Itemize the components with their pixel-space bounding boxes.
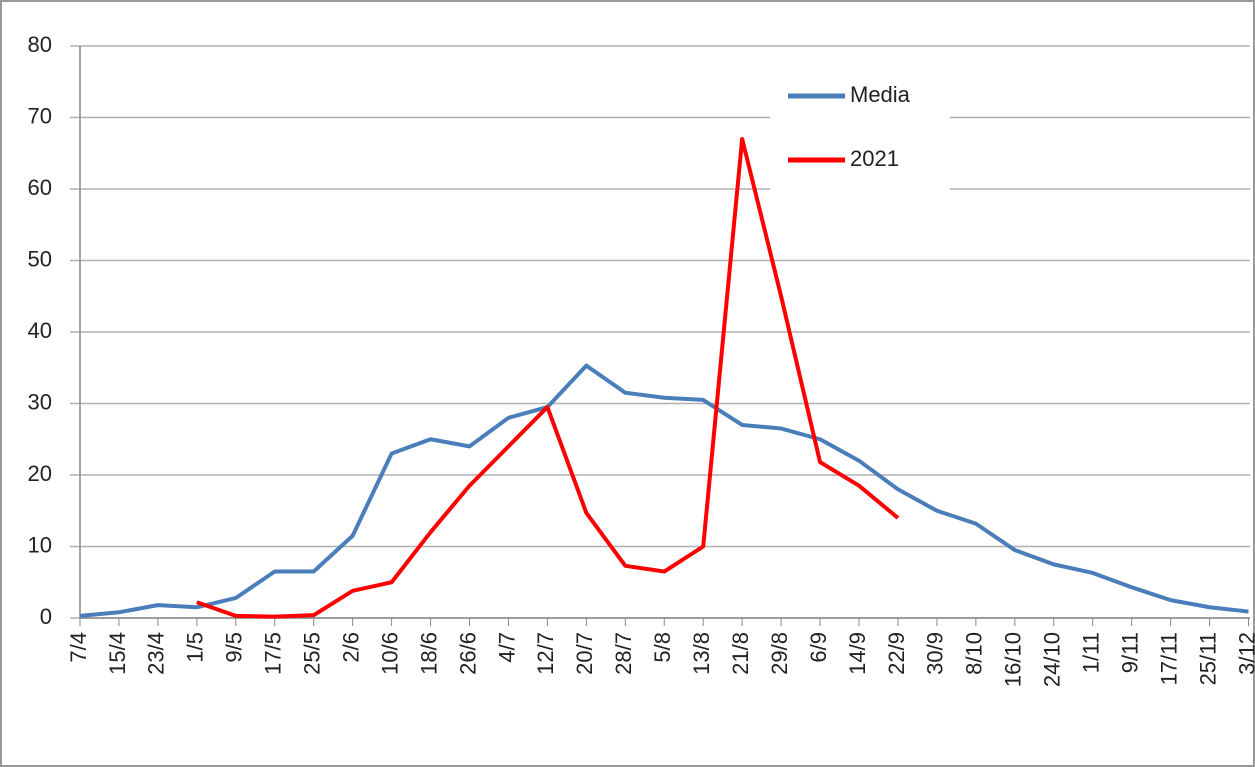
legend-box: [770, 70, 950, 200]
x-tick-label: 3/12: [1234, 632, 1255, 675]
x-tick-label: 29/8: [767, 632, 792, 675]
x-tick-label: 17/5: [261, 632, 286, 675]
x-tick-label: 25/11: [1195, 632, 1220, 685]
x-tick-label: 8/10: [962, 632, 987, 675]
legend-label: Media: [850, 82, 911, 107]
series-line: [196, 136, 900, 619]
x-tick-label: 5/8: [650, 632, 675, 663]
x-tick-label: 12/7: [533, 632, 558, 675]
x-tick-label: 7/4: [66, 632, 91, 663]
y-tick-label: 80: [28, 32, 52, 57]
x-tick-label: 1/11: [1079, 632, 1104, 673]
x-tick-label: 26/6: [455, 632, 480, 675]
x-tick-label: 9/11: [1117, 632, 1142, 673]
y-tick-label: 60: [28, 175, 52, 200]
x-tick-label: 4/7: [494, 632, 519, 663]
x-tick-label: 2/6: [338, 632, 363, 663]
x-tick-label: 6/9: [806, 632, 831, 663]
x-tick-label: 13/8: [689, 632, 714, 675]
x-tick-label: 18/6: [416, 632, 441, 675]
x-tick-label: 22/9: [884, 632, 909, 675]
x-tick-label: 15/4: [105, 632, 130, 675]
x-tick-label: 21/8: [728, 632, 753, 675]
y-tick-label: 0: [40, 604, 52, 629]
legend-label: 2021: [850, 146, 899, 171]
x-tick-label: 25/5: [300, 632, 325, 675]
x-tick-label: 10/6: [377, 632, 402, 675]
x-tick-label: 28/7: [611, 632, 636, 675]
x-tick-label: 9/5: [222, 632, 247, 663]
x-tick-label: 30/9: [923, 632, 948, 675]
y-tick-label: 70: [28, 103, 52, 128]
y-tick-label: 30: [28, 389, 52, 414]
x-tick-label: 20/7: [572, 632, 597, 675]
x-tick-label: 24/10: [1040, 632, 1065, 687]
x-tick-label: 23/4: [144, 632, 169, 675]
y-tick-label: 40: [28, 318, 52, 343]
x-tick-label: 17/11: [1156, 632, 1181, 685]
y-tick-label: 10: [28, 532, 52, 557]
x-tick-label: 1/5: [183, 632, 208, 663]
x-tick-label: 14/9: [845, 632, 870, 675]
y-tick-label: 20: [28, 461, 52, 486]
x-tick-label: 16/10: [1001, 632, 1026, 687]
series-line: [79, 363, 1249, 618]
y-tick-label: 50: [28, 246, 52, 271]
